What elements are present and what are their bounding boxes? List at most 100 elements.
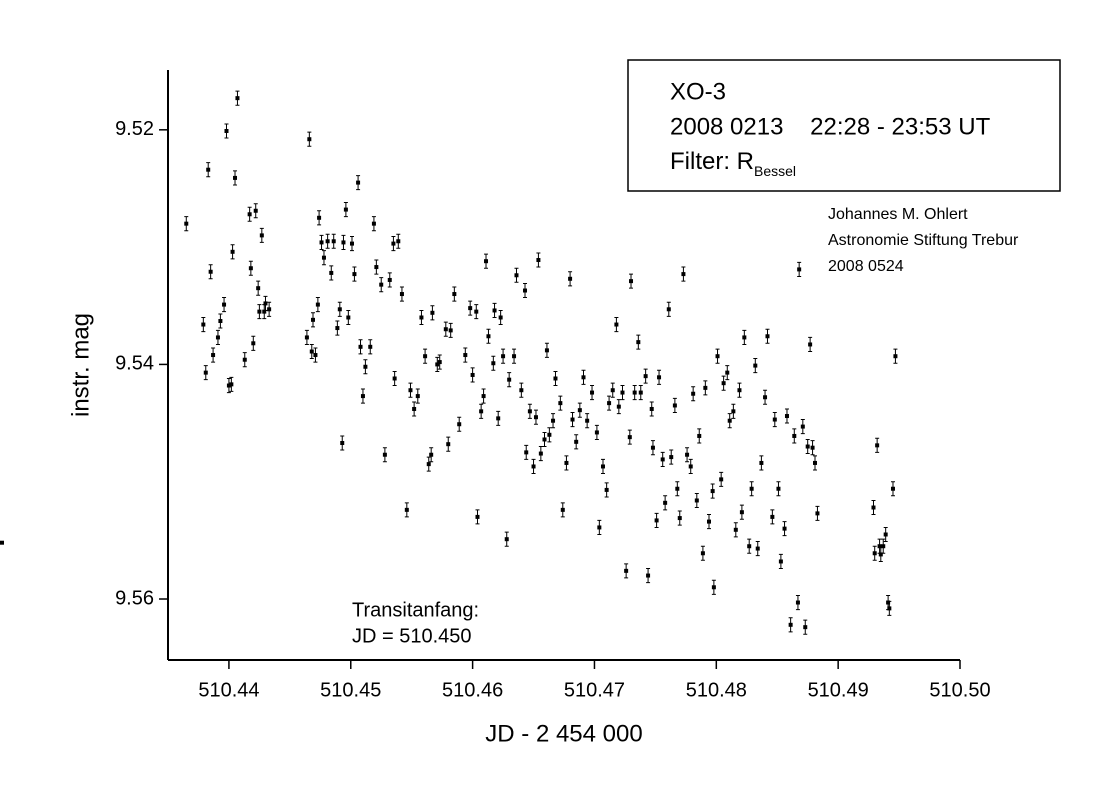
point — [581, 375, 586, 380]
point — [815, 511, 820, 516]
point — [371, 221, 376, 226]
point — [813, 460, 818, 465]
point — [553, 376, 558, 381]
point — [616, 404, 621, 409]
point — [429, 452, 434, 457]
point — [627, 435, 632, 440]
point — [263, 301, 268, 306]
point — [504, 537, 509, 542]
point — [551, 418, 556, 423]
point — [387, 277, 392, 282]
point — [805, 444, 810, 449]
point — [590, 390, 595, 395]
point — [262, 309, 267, 314]
point — [486, 334, 491, 339]
point — [629, 279, 634, 284]
point — [437, 360, 442, 365]
point — [890, 486, 895, 491]
point — [538, 451, 543, 456]
point — [341, 240, 346, 245]
point — [542, 437, 547, 442]
point — [430, 310, 435, 315]
point — [251, 341, 256, 346]
point — [313, 353, 318, 358]
point — [331, 239, 336, 244]
point — [727, 418, 732, 423]
point — [448, 328, 453, 333]
point — [792, 433, 797, 438]
point — [257, 309, 262, 314]
point — [391, 241, 396, 246]
point — [512, 354, 517, 359]
point — [574, 439, 579, 444]
point — [663, 500, 668, 505]
point — [435, 362, 440, 367]
point — [800, 424, 805, 429]
point — [337, 307, 342, 312]
point — [392, 376, 397, 381]
annotation: JD = 510.450 — [352, 625, 472, 647]
point — [691, 391, 696, 396]
point — [475, 514, 480, 519]
point — [719, 477, 724, 482]
x-axis-label: JD - 2 454 000 — [485, 720, 642, 747]
point — [184, 221, 189, 226]
point — [788, 622, 793, 627]
point — [681, 272, 686, 277]
point — [893, 354, 898, 359]
point — [700, 551, 705, 556]
y-tick-label: 9.56 — [115, 587, 154, 609]
y-axis-label: instr. mag — [67, 313, 94, 417]
point — [755, 546, 760, 551]
point — [632, 390, 637, 395]
point — [763, 395, 768, 400]
point — [206, 167, 211, 172]
point — [463, 353, 468, 358]
point — [772, 417, 777, 422]
point — [614, 322, 619, 327]
x-tick-label: 510.48 — [686, 679, 747, 701]
credit-line: 2008 0524 — [828, 258, 904, 275]
point — [685, 452, 690, 457]
point — [778, 559, 783, 564]
credit-line: Johannes M. Ohlert — [828, 206, 968, 223]
point — [669, 455, 674, 460]
box-line: 2008 0213 22:28 - 23:53 UT — [670, 113, 991, 140]
point — [808, 342, 813, 347]
box-subscript: Bessel — [754, 163, 796, 179]
point — [229, 382, 234, 387]
point — [638, 390, 643, 395]
point — [426, 462, 431, 467]
point — [368, 344, 373, 349]
point — [715, 354, 720, 359]
point — [474, 309, 479, 314]
point — [329, 270, 334, 275]
point — [765, 334, 770, 339]
point — [706, 519, 711, 524]
point — [747, 544, 752, 549]
point — [514, 273, 519, 278]
point — [309, 349, 314, 354]
point — [335, 326, 340, 331]
point — [382, 452, 387, 457]
point — [492, 308, 497, 313]
point — [558, 401, 563, 406]
point — [650, 445, 655, 450]
point — [877, 544, 882, 549]
point — [452, 292, 457, 297]
point — [531, 464, 536, 469]
point — [523, 288, 528, 293]
point — [636, 340, 641, 345]
point — [230, 249, 235, 254]
point — [536, 258, 541, 263]
point — [570, 417, 575, 422]
point — [496, 416, 501, 421]
point — [782, 526, 787, 531]
box-line: Filter: R — [670, 148, 754, 175]
info-box — [627, 59, 1061, 192]
point — [519, 388, 524, 393]
x-tick-label: 510.45 — [320, 679, 381, 701]
point — [881, 544, 886, 549]
point — [731, 409, 736, 414]
point — [739, 510, 744, 515]
